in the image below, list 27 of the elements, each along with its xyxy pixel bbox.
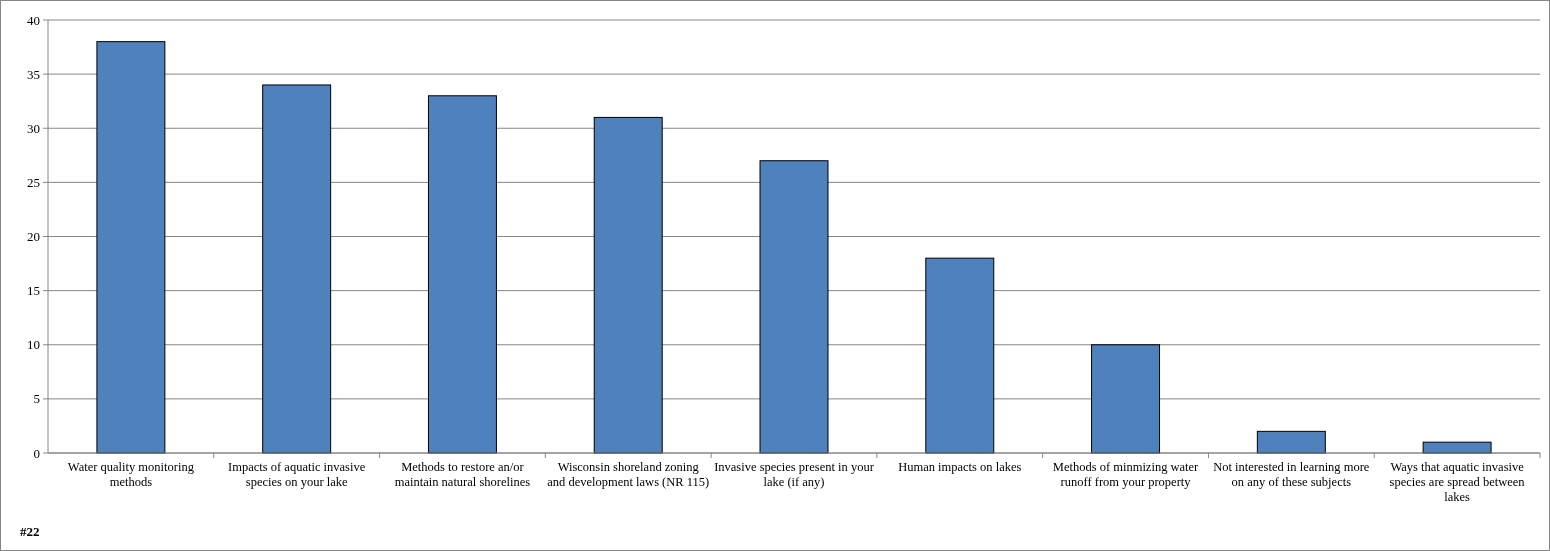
x-tick-label: Methods to restore an/or maintain natural shorelines: [394, 460, 531, 489]
y-tick-label: 35: [27, 66, 40, 82]
bar: [759, 160, 829, 454]
y-tick-label: 10: [27, 337, 40, 353]
x-tick-label: Wisconsin shoreland zoning and development laws (NR 115): [547, 460, 710, 489]
bar: [1256, 430, 1326, 454]
x-tick-label: Ways that aquatic invasive species are spread between lakes: [1389, 460, 1526, 504]
bar: [1091, 344, 1161, 454]
x-tick-label: Not interested in learning more on any of these subjects: [1213, 460, 1370, 489]
y-tick-label: 25: [27, 174, 40, 190]
y-tick-label: 15: [27, 283, 40, 299]
x-tick-label: Methods of minmizing water runoff from your property: [1052, 460, 1200, 489]
bar: [925, 257, 995, 454]
bar: [262, 84, 332, 454]
x-tick-label: Invasive species present in your lake (if any): [714, 460, 875, 489]
x-tick-label: Human impacts on lakes: [898, 460, 1022, 474]
x-tick-label: Water quality monitoring methods: [67, 460, 195, 489]
y-tick-label: 30: [27, 120, 40, 136]
y-tick-label: 5: [33, 391, 40, 407]
bar: [427, 95, 497, 454]
bar: [96, 41, 166, 454]
y-tick-label: 40: [27, 12, 40, 28]
x-tick-label: Impacts of aquatic invasive species on your lake: [228, 460, 366, 489]
bar: [593, 116, 663, 454]
y-tick-label: 20: [27, 229, 40, 245]
y-tick-label: 0: [33, 445, 40, 461]
text: #22: [20, 524, 40, 539]
